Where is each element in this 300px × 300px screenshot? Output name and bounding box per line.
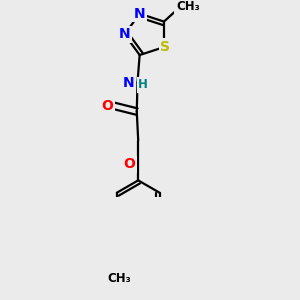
Text: N: N xyxy=(123,76,135,90)
Text: H: H xyxy=(138,78,148,91)
Text: S: S xyxy=(160,40,170,54)
Text: CH₃: CH₃ xyxy=(176,0,200,13)
Text: O: O xyxy=(124,158,136,171)
Text: CH₃: CH₃ xyxy=(107,272,131,285)
Text: N: N xyxy=(134,7,146,21)
Text: O: O xyxy=(101,99,113,113)
Text: N: N xyxy=(119,27,130,41)
